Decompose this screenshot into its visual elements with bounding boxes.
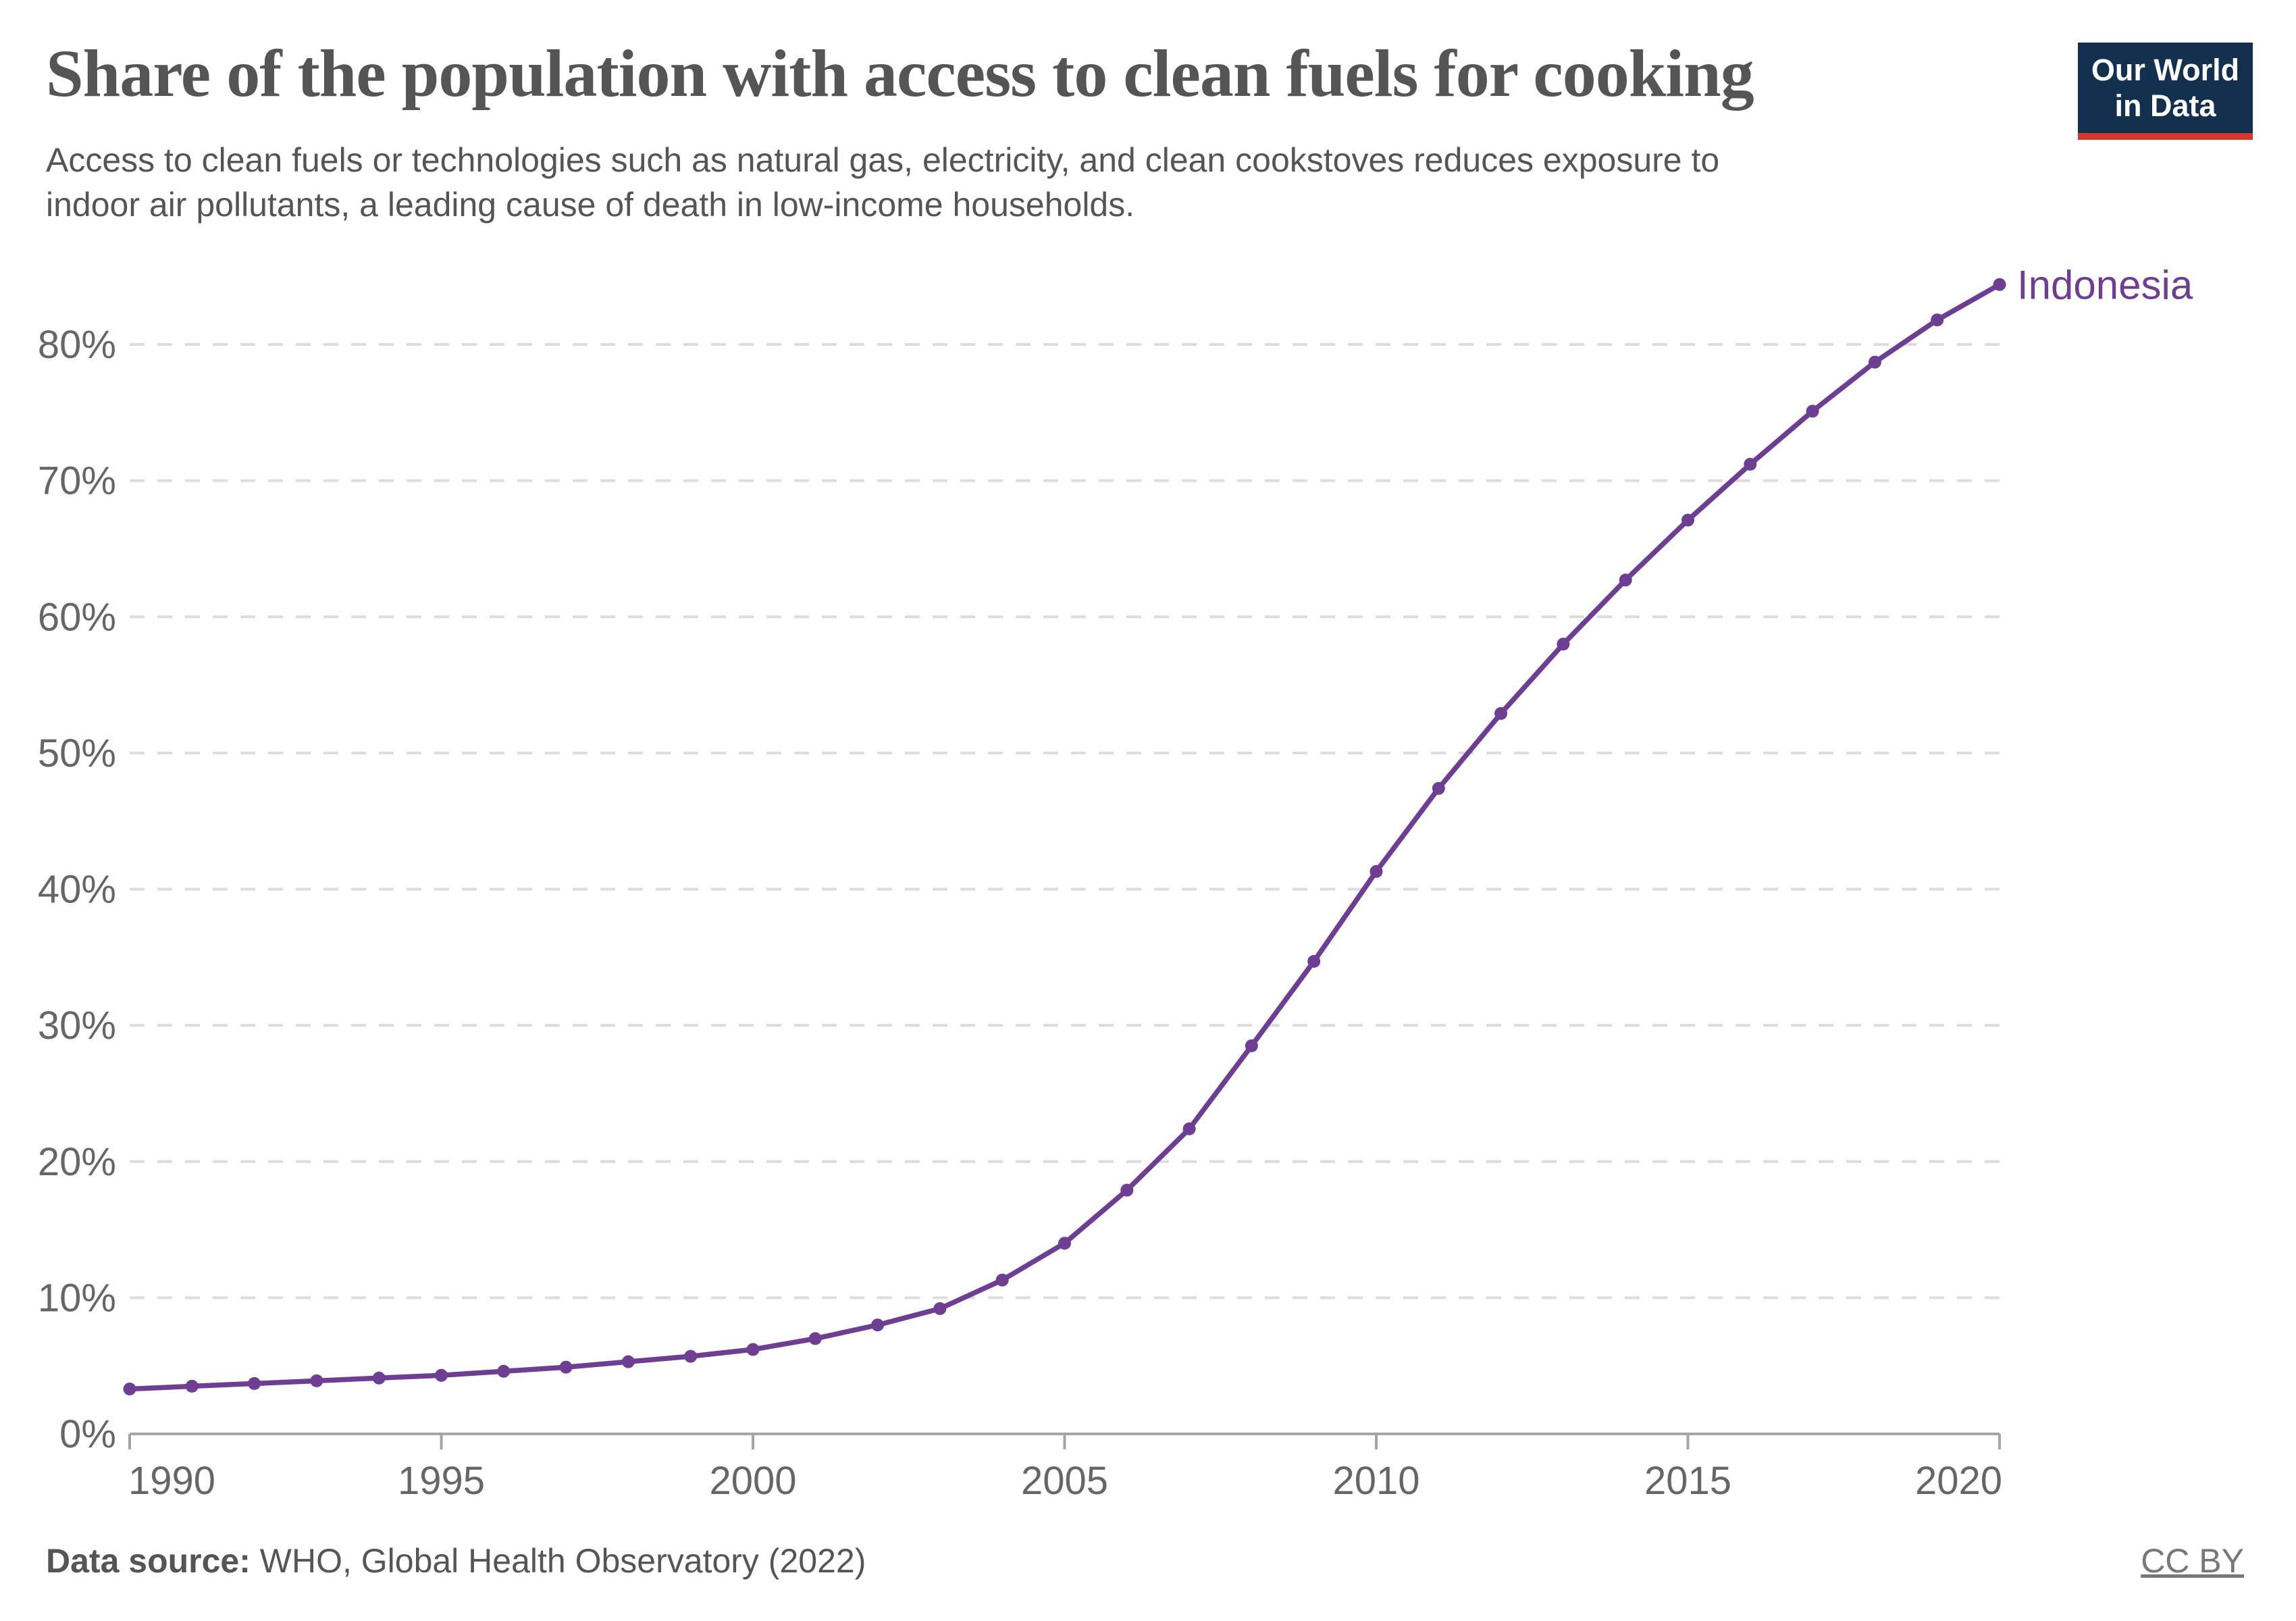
page-title: Share of the population with access to c… <box>46 36 1754 111</box>
y-tick-label-10pct: 10% <box>38 1276 116 1320</box>
series-label-indonesia: Indonesia <box>2017 262 2193 307</box>
data-point-2010[interactable] <box>1369 865 1383 878</box>
data-point-2000[interactable] <box>746 1343 760 1356</box>
data-point-2005[interactable] <box>1058 1237 1071 1250</box>
data-point-2020[interactable] <box>1993 278 2006 291</box>
y-tick-label-20pct: 20% <box>38 1140 116 1184</box>
data-point-1990[interactable] <box>123 1383 136 1395</box>
y-tick-label-0pct: 0% <box>59 1412 116 1456</box>
data-point-2016[interactable] <box>1744 457 1757 471</box>
data-source-text: WHO, Global Health Observatory (2022) <box>250 1542 866 1580</box>
data-source-label: Data source: <box>46 1542 251 1580</box>
data-point-2008[interactable] <box>1245 1039 1258 1052</box>
owid-logo-line-1: Our World <box>2091 53 2240 87</box>
data-point-1999[interactable] <box>684 1349 698 1363</box>
y-tick-label-70pct: 70% <box>38 459 116 503</box>
data-point-1998[interactable] <box>621 1355 635 1368</box>
x-tick-label-1990: 1990 <box>128 1459 215 1503</box>
data-point-1994[interactable] <box>372 1371 386 1385</box>
x-tick-label-2020: 2020 <box>1915 1459 2002 1503</box>
y-tick-label-50pct: 50% <box>38 731 116 775</box>
data-point-2001[interactable] <box>808 1332 822 1345</box>
owid-logo[interactable]: Our World in Data <box>2078 43 2253 140</box>
data-point-2007[interactable] <box>1182 1122 1196 1135</box>
subtitle-line-1: Access to clean fuels or technologies su… <box>46 141 1720 179</box>
data-point-2019[interactable] <box>1931 313 1944 327</box>
x-tick-label-2015: 2015 <box>1644 1459 1731 1503</box>
license-link[interactable]: CC BY <box>2141 1542 2244 1580</box>
data-point-2015[interactable] <box>1681 513 1694 527</box>
x-tick-label-2010: 2010 <box>1332 1459 1419 1503</box>
y-tick-label-30pct: 30% <box>38 1004 116 1048</box>
owid-logo-line-2: in Data <box>2114 88 2216 123</box>
data-point-1992[interactable] <box>248 1376 261 1390</box>
data-point-2004[interactable] <box>995 1273 1009 1287</box>
data-point-2012[interactable] <box>1494 706 1508 720</box>
series-line-indonesia[interactable] <box>127 282 2002 1392</box>
x-tick-label-1995: 1995 <box>398 1459 485 1503</box>
y-tick-label-80pct: 80% <box>38 323 116 367</box>
data-point-2011[interactable] <box>1432 781 1445 795</box>
x-tick-label-2005: 2005 <box>1021 1459 1108 1503</box>
chart-subtitle: Access to clean fuels or technologies su… <box>46 138 1719 227</box>
data-point-1993[interactable] <box>310 1374 323 1387</box>
data-point-1996[interactable] <box>497 1364 511 1378</box>
data-point-2013[interactable] <box>1557 638 1570 651</box>
x-tick-label-2000: 2000 <box>709 1459 796 1503</box>
data-point-2003[interactable] <box>933 1302 947 1315</box>
data-point-2009[interactable] <box>1307 954 1321 968</box>
data-point-2002[interactable] <box>871 1318 885 1332</box>
y-tick-label-60pct: 60% <box>38 595 116 639</box>
data-point-1995[interactable] <box>435 1368 448 1382</box>
data-point-1991[interactable] <box>185 1379 199 1393</box>
subtitle-line-2: indoor air pollutants, a leading cause o… <box>46 186 1135 224</box>
data-source: Data source: WHO, Global Health Observat… <box>46 1541 866 1580</box>
y-tick-label-40pct: 40% <box>38 868 116 912</box>
data-point-2014[interactable] <box>1619 573 1632 587</box>
data-point-2017[interactable] <box>1806 405 1819 418</box>
data-point-2006[interactable] <box>1120 1183 1134 1197</box>
data-point-2018[interactable] <box>1868 355 1881 369</box>
data-point-1997[interactable] <box>559 1360 573 1374</box>
